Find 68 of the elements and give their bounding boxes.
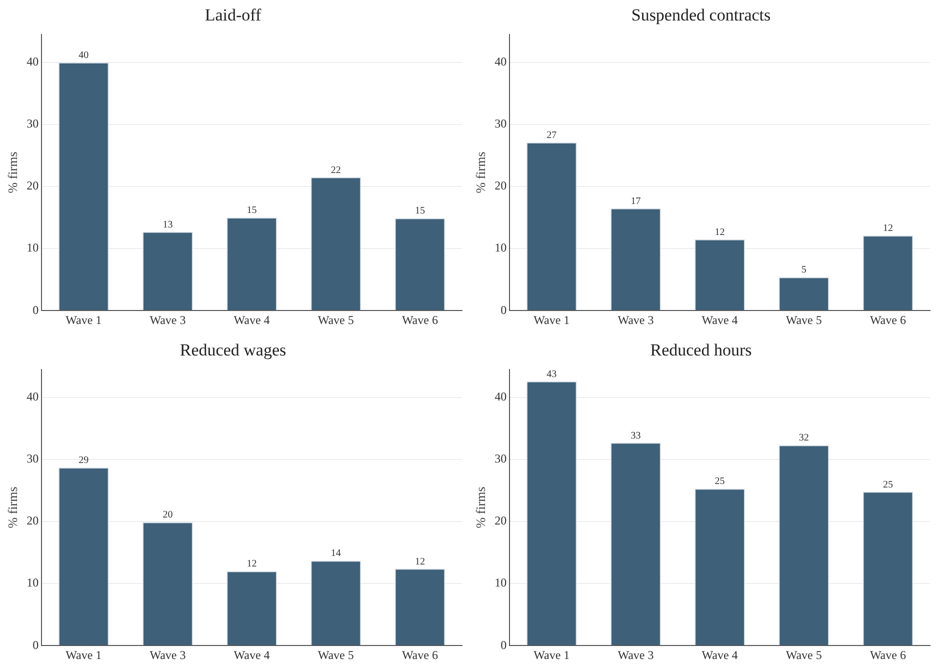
data-label: 17 <box>630 196 641 207</box>
x-tick-label: Wave 6 <box>402 648 438 662</box>
y-axis-title: % firms <box>473 486 488 528</box>
y-tick-label: 40 <box>494 54 507 68</box>
x-tick-label: Wave 5 <box>318 312 354 327</box>
y-tick-label: 30 <box>26 452 39 466</box>
y-tick-label: 20 <box>494 178 507 193</box>
y-axis-title: % firms <box>5 486 20 528</box>
x-tick-label: Wave 1 <box>66 648 102 662</box>
data-label: 12 <box>714 226 725 238</box>
data-label: 32 <box>798 432 809 444</box>
x-tick-label: Wave 6 <box>870 312 906 327</box>
x-tick-label: Wave 4 <box>234 648 270 662</box>
data-label: 13 <box>162 219 173 230</box>
x-tick-label: Wave 5 <box>786 648 822 662</box>
x-tick-label: Wave 3 <box>618 312 654 327</box>
x-tick-label: Wave 5 <box>318 648 354 662</box>
data-label: 15 <box>414 206 425 217</box>
data-label: 15 <box>246 205 257 216</box>
x-tick-label: Wave 6 <box>402 312 438 327</box>
data-label: 14 <box>330 548 341 560</box>
data-label: 25 <box>882 479 893 490</box>
y-tick-label: 10 <box>26 240 39 255</box>
y-tick-label: 30 <box>494 116 507 131</box>
y-tick-label: 10 <box>494 576 507 590</box>
x-tick-label: Wave 6 <box>870 648 906 662</box>
y-tick-label: 20 <box>494 514 507 528</box>
data-label: 25 <box>714 476 725 488</box>
data-label: 29 <box>78 455 89 466</box>
y-tick-label: 20 <box>26 514 39 528</box>
chart-title: Suspended contracts <box>631 6 771 25</box>
data-label: 20 <box>162 510 173 521</box>
x-tick-label: Wave 4 <box>702 312 738 327</box>
y-tick-label: 10 <box>494 240 507 255</box>
x-tick-label: Wave 3 <box>150 648 186 662</box>
data-label: 33 <box>630 430 641 442</box>
data-label: 5 <box>801 264 806 276</box>
data-label: 43 <box>546 368 557 380</box>
data-label: 40 <box>78 50 89 61</box>
y-tick-label: 30 <box>494 452 507 466</box>
y-tick-label: 40 <box>26 389 39 404</box>
y-axis-title: % firms <box>473 152 488 194</box>
y-tick-label: 40 <box>26 54 39 68</box>
x-tick-label: Wave 5 <box>786 312 822 327</box>
y-tick-label: 0 <box>500 638 507 652</box>
x-tick-label: Wave 3 <box>618 648 654 662</box>
chart-title: Laid-off <box>204 6 262 25</box>
x-tick-label: Wave 4 <box>702 648 738 662</box>
y-tick-label: 20 <box>26 178 39 193</box>
chart-title: Reduced wages <box>180 340 286 360</box>
chart-title: Reduced hours <box>650 340 752 360</box>
x-tick-label: Wave 4 <box>234 312 270 327</box>
y-tick-label: 0 <box>32 638 39 652</box>
data-label: 12 <box>882 223 893 234</box>
y-tick-label: 0 <box>32 302 39 317</box>
data-label: 22 <box>330 164 341 176</box>
data-label: 27 <box>546 130 557 142</box>
y-tick-label: 40 <box>494 389 507 404</box>
y-tick-label: 0 <box>500 302 507 317</box>
x-tick-label: Wave 1 <box>534 312 570 327</box>
x-tick-label: Wave 1 <box>534 648 570 662</box>
data-label: 12 <box>414 556 425 568</box>
data-label: 12 <box>246 558 257 570</box>
y-axis-title: % firms <box>5 152 20 194</box>
x-tick-label: Wave 3 <box>150 312 186 327</box>
y-tick-label: 30 <box>26 116 39 131</box>
x-tick-label: Wave 1 <box>66 312 102 327</box>
y-tick-label: 10 <box>26 576 39 590</box>
